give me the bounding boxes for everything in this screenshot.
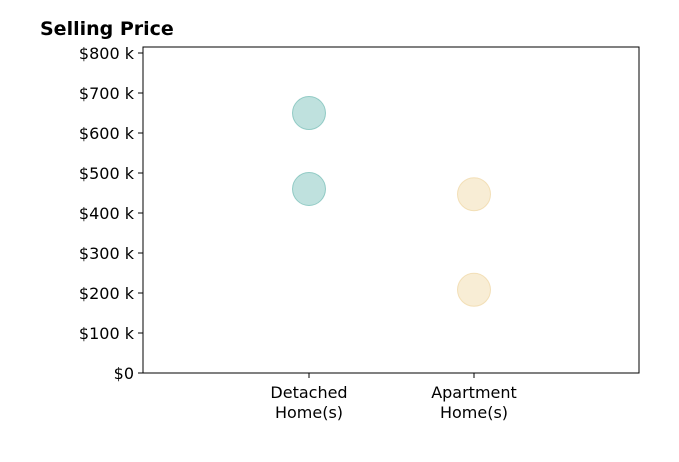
- y-tick-label: $800 k: [79, 44, 135, 63]
- y-tick-label: $400 k: [79, 204, 135, 223]
- y-tick-label: $300 k: [79, 244, 135, 263]
- x-tick-label: Apartment Home(s): [431, 383, 517, 422]
- data-point: [292, 96, 326, 130]
- data-point: [457, 272, 491, 307]
- x-tick-label: Detached Home(s): [270, 383, 347, 422]
- y-tick-label: $700 k: [79, 84, 135, 103]
- y-axis: $0 $100 k $200 k $300 k $400 k $500 k $600 k $7…: [79, 44, 143, 383]
- plot-area: [142, 46, 640, 374]
- data-point: [292, 172, 326, 206]
- y-tick-label: $0: [114, 364, 134, 383]
- y-tick-label: $200 k: [79, 284, 135, 303]
- y-tick-label: $500 k: [79, 164, 135, 183]
- data-points: [292, 96, 491, 307]
- chart-title: Selling Price: [40, 18, 174, 40]
- y-tick-label: $100 k: [79, 324, 135, 343]
- y-tick-label: $600 k: [79, 124, 135, 143]
- data-point: [457, 177, 491, 212]
- x-axis: Detached Home(s) Apartment Home(s): [270, 373, 517, 422]
